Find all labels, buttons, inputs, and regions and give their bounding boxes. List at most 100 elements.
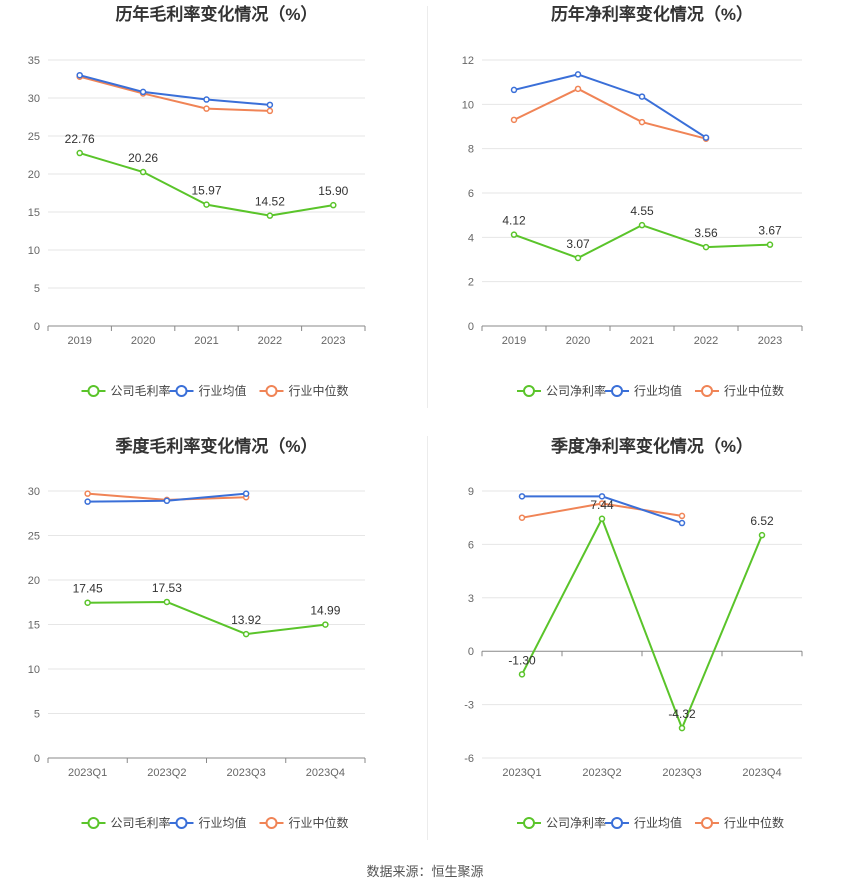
x-tick-label: 2023Q2 (582, 767, 621, 779)
data-point (84, 490, 91, 497)
legend-label: 行业均值 (634, 383, 682, 398)
x-tick-label: 2023Q4 (306, 767, 345, 779)
legend-label: 行业均值 (199, 815, 247, 830)
legend-label: 行业中位数 (289, 815, 349, 830)
data-point (203, 105, 210, 112)
data-point (266, 212, 274, 219)
x-tick-label: 2023Q2 (147, 767, 186, 779)
y-tick-label: 5 (34, 709, 40, 721)
data-label: 14.99 (310, 604, 340, 618)
data-point (598, 500, 606, 507)
data-point (203, 201, 210, 208)
chart-svg: 季度净利率变化情况（%） -6 -3 0 3 6 9 2023Q1 2023Q2 2023Q3 20… (464, 436, 803, 830)
y-tick-label: 8 (468, 144, 474, 156)
data-point (163, 497, 171, 505)
legend-marker (265, 385, 278, 397)
x-tick-label: 2019 (502, 335, 526, 347)
y-tick-label: 6 (468, 539, 474, 551)
legend-label: 行业均值 (634, 815, 682, 830)
legend-label: 公司净利率 (546, 815, 606, 830)
chart-title: 季度净利率变化情况（%） (551, 436, 753, 456)
data-label: -1.30 (508, 653, 536, 667)
y-tick-label: 20 (28, 575, 40, 587)
legend-marker (523, 385, 535, 397)
data-point (510, 231, 518, 238)
legend-label: 公司毛利率 (111, 383, 171, 398)
chart-panel-quarterly-net-margin: 季度净利率变化情况（%） -6 -3 0 3 6 9 2023Q1 2023Q2 2023Q3 20… (425, 432, 850, 864)
y-tick-label: 15 (28, 620, 40, 632)
x-tick-label: 2020 (566, 335, 590, 347)
data-point (510, 86, 518, 94)
x-tick-label: 2022 (258, 335, 282, 347)
legend-marker (175, 817, 188, 829)
data-label: 13.92 (231, 613, 261, 627)
legend-marker (265, 817, 278, 829)
data-label: 3.07 (566, 237, 590, 251)
panel-divider (427, 436, 428, 840)
data-point (266, 107, 274, 115)
data-point (598, 515, 606, 523)
data-point (163, 598, 171, 606)
data-label: 22.76 (65, 132, 95, 146)
series-line (79, 75, 270, 112)
x-tick-label: 2023Q3 (227, 767, 266, 779)
x-tick-label: 2022 (694, 335, 718, 347)
data-point (702, 134, 710, 141)
data-point (242, 490, 250, 497)
data-point (84, 599, 91, 606)
y-tick-label: 6 (468, 188, 474, 200)
data-point (574, 85, 582, 93)
chart-svg: 季度毛利率变化情况（%） 0 5 10 15 20 25 30 2023Q1 2023Q2 2023… (28, 436, 366, 830)
x-tick-label: 2023Q1 (68, 767, 107, 779)
data-point (242, 630, 250, 638)
data-label: 4.55 (630, 204, 654, 218)
y-tick-label: 5 (34, 283, 40, 295)
y-tick-label: 30 (28, 486, 40, 498)
legend-marker (611, 817, 623, 829)
data-point (266, 101, 274, 109)
chart-title: 历年毛利率变化情况（%） (115, 4, 317, 24)
data-point (84, 498, 91, 505)
data-label: 3.67 (758, 224, 782, 238)
series-line (521, 517, 763, 730)
y-tick-label: 0 (34, 321, 40, 333)
y-tick-label: 0 (468, 646, 474, 658)
x-tick-label: 2019 (67, 335, 91, 347)
data-point (203, 96, 210, 103)
data-label: -4.32 (668, 707, 696, 721)
x-tick-label: 2020 (131, 335, 155, 347)
x-tick-label: 2023Q3 (662, 767, 701, 779)
y-tick-label: 12 (462, 55, 474, 67)
data-point (76, 149, 83, 157)
legend-label: 公司净利率 (546, 383, 606, 398)
data-point (510, 116, 518, 124)
x-tick-label: 2021 (194, 335, 218, 347)
y-tick-label: 25 (28, 131, 40, 143)
legend-label: 公司毛利率 (111, 815, 171, 830)
data-label: 7.44 (590, 498, 614, 512)
y-tick-label: 15 (28, 207, 40, 219)
data-point (758, 531, 766, 539)
data-point (322, 621, 329, 628)
y-tick-label: 10 (462, 99, 474, 111)
data-label: 6.52 (750, 514, 774, 528)
data-label: 15.90 (318, 184, 348, 198)
data-label: 4.12 (502, 214, 526, 228)
y-tick-label: 4 (468, 232, 474, 244)
series-line (513, 87, 707, 140)
data-point (766, 241, 774, 248)
x-tick-label: 2021 (630, 335, 654, 347)
panel-divider (427, 6, 428, 408)
chart-title: 季度毛利率变化情况（%） (115, 436, 317, 456)
legend-marker (701, 817, 713, 829)
series-line (87, 600, 326, 636)
chart-panel-quarterly-gross-margin: 季度毛利率变化情况（%） 0 5 10 15 20 25 30 2023Q1 2023Q2 2023… (0, 432, 425, 864)
data-point (139, 88, 147, 96)
x-tick-label: 2023 (758, 335, 782, 347)
source-note: 数据来源：恒生聚源 (366, 864, 484, 879)
data-point (598, 493, 606, 500)
legend-marker (175, 385, 188, 397)
data-point (638, 118, 646, 126)
y-tick-label: 0 (468, 321, 474, 333)
y-tick-label: 2 (468, 277, 474, 289)
